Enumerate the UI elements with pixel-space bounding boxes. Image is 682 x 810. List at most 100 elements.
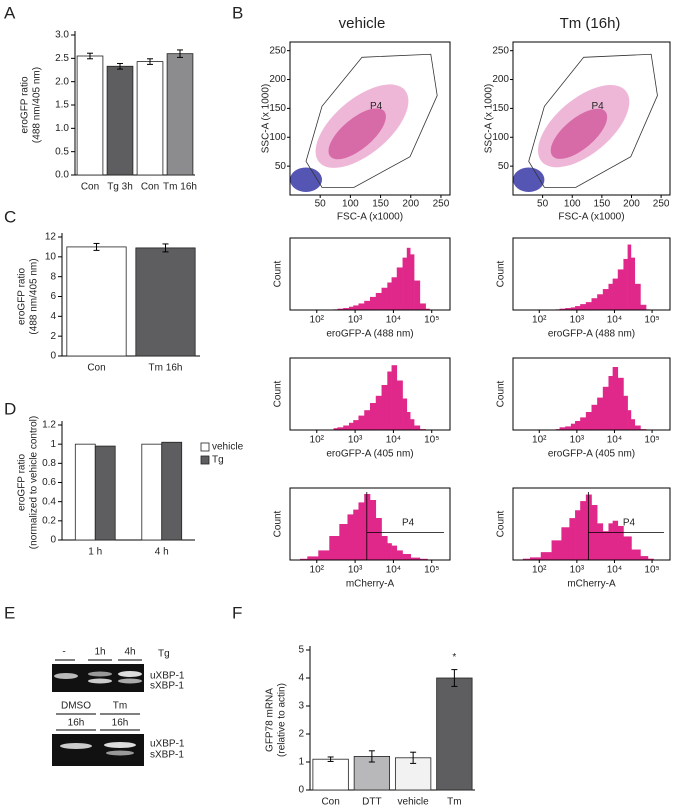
- bar: [74, 443, 96, 541]
- y-tick-label: 200: [269, 74, 286, 85]
- histogram-bar: [381, 385, 388, 430]
- histogram-bar: [570, 423, 576, 430]
- y-tick-label: 4: [298, 673, 304, 684]
- histogram-bar: [612, 520, 619, 560]
- column-header: Tm (16h): [560, 15, 621, 32]
- gel-bottom: DMSO Tm 16h 16h uXBP-1 sXBP-1: [52, 701, 185, 766]
- histogram-bar: [617, 269, 624, 310]
- panel-label: B: [232, 3, 243, 22]
- x-tick-label: 10⁴: [607, 565, 622, 576]
- histogram-bar: [364, 410, 371, 430]
- histogram-bar: [630, 257, 636, 310]
- y-tick-label: 50: [498, 161, 510, 172]
- x-tick-label: 250: [653, 199, 670, 210]
- x-axis-label: eroGFP-A (488 nm): [326, 329, 413, 340]
- band-label: sXBP-1: [150, 750, 184, 761]
- band-label: sXBP-1: [150, 681, 184, 692]
- plot-frame: [512, 237, 671, 311]
- y-tick-label: 0.2: [42, 515, 56, 526]
- y-tick-label: 5: [298, 645, 304, 656]
- x-tick-label: 10⁵: [424, 315, 439, 326]
- gate-label: P4: [623, 517, 636, 528]
- gel-band: [54, 673, 78, 679]
- histogram-bar: [391, 365, 398, 430]
- x-tick-label: Tm 16h: [149, 363, 183, 374]
- x-tick-label: 10³: [348, 315, 363, 326]
- y-tick-label: 0.6: [42, 477, 56, 488]
- y-axis-label: (normalized to vehicle control): [29, 416, 40, 549]
- histogram-bar: [391, 545, 398, 560]
- histogram-bar: [410, 557, 421, 560]
- histogram-bar: [348, 422, 354, 430]
- x-tick-label: Tm 16h: [163, 182, 197, 193]
- histogram-bar: [640, 304, 647, 310]
- histogram-bar: [529, 557, 542, 560]
- x-tick-label: Con: [87, 363, 105, 374]
- y-tick-label: 1: [50, 439, 56, 450]
- histogram-bar: [602, 386, 609, 430]
- lane-label: -: [62, 647, 65, 658]
- y-tick-label: 250: [492, 45, 509, 56]
- y-axis-label: SSC-A (x 1000): [484, 84, 495, 153]
- histogram-bar: [631, 549, 641, 560]
- x-tick-label: 150: [372, 199, 389, 210]
- histogram-bar: [402, 554, 412, 560]
- histogram-bar: [347, 514, 354, 560]
- histogram-bar: [358, 303, 365, 310]
- x-tick-label: 10⁴: [386, 435, 401, 446]
- histogram-bar: [634, 425, 641, 430]
- y-tick-label: 0.4: [42, 496, 56, 507]
- y-axis-label: Count: [273, 380, 284, 407]
- histogram-bar: [540, 552, 552, 560]
- histogram-bar: [381, 536, 388, 560]
- gate-label: P4: [592, 101, 605, 112]
- y-tick-label: 50: [275, 161, 287, 172]
- histogram-bar: [343, 425, 350, 430]
- x-tick-label: 10³: [348, 565, 363, 576]
- x-tick-label: 100: [564, 199, 581, 210]
- y-axis-label: eroGFP ratio: [17, 454, 28, 511]
- y-tick-label: 3.0: [55, 30, 69, 41]
- histogram-bar: [585, 302, 592, 310]
- histogram-bar: [647, 558, 654, 560]
- panel-label: A: [4, 3, 16, 22]
- x-axis-label: eroGFP-A (488 nm): [548, 329, 635, 340]
- y-tick-label: 150: [492, 103, 509, 114]
- band-label: uXBP-1: [150, 739, 185, 750]
- y-axis-label: Count: [496, 510, 507, 537]
- x-axis-label: mCherry-A: [567, 579, 616, 590]
- histogram-bar: [580, 417, 587, 430]
- histogram-bar: [396, 550, 403, 560]
- legend-label: Tg: [212, 455, 224, 466]
- histogram-bar: [522, 558, 531, 560]
- x-tick-label: 10²: [310, 435, 325, 446]
- bar: [161, 441, 183, 541]
- histogram-bar: [391, 277, 398, 310]
- bar: [106, 65, 134, 176]
- time-label: 16h: [68, 718, 85, 729]
- bar: [66, 246, 127, 357]
- y-tick-label: 2: [298, 729, 304, 740]
- histogram-bar: [575, 510, 581, 560]
- x-tick-label: 10³: [348, 435, 363, 446]
- histogram-bar: [565, 308, 572, 310]
- plot-frame: [512, 487, 671, 561]
- histogram-bar: [623, 395, 628, 430]
- histogram-bar: [602, 531, 609, 560]
- gel-band: [88, 678, 112, 684]
- x-tick-label: 200: [623, 199, 640, 210]
- treatment-label: Tg: [158, 649, 170, 660]
- lane-label: Tm: [113, 701, 127, 712]
- histogram-bar: [343, 308, 350, 310]
- histogram-bar: [339, 524, 348, 560]
- annotation: *: [452, 652, 456, 663]
- plot-frame: [289, 487, 451, 561]
- x-axis-label: FSC-A (x1000): [558, 212, 624, 223]
- histogram-bar: [370, 500, 377, 560]
- histogram-bar: [597, 397, 604, 430]
- histogram-bar: [561, 527, 570, 560]
- x-tick-label: 10⁵: [424, 435, 439, 446]
- gel-band: [118, 678, 142, 684]
- y-axis-label: Count: [273, 510, 284, 537]
